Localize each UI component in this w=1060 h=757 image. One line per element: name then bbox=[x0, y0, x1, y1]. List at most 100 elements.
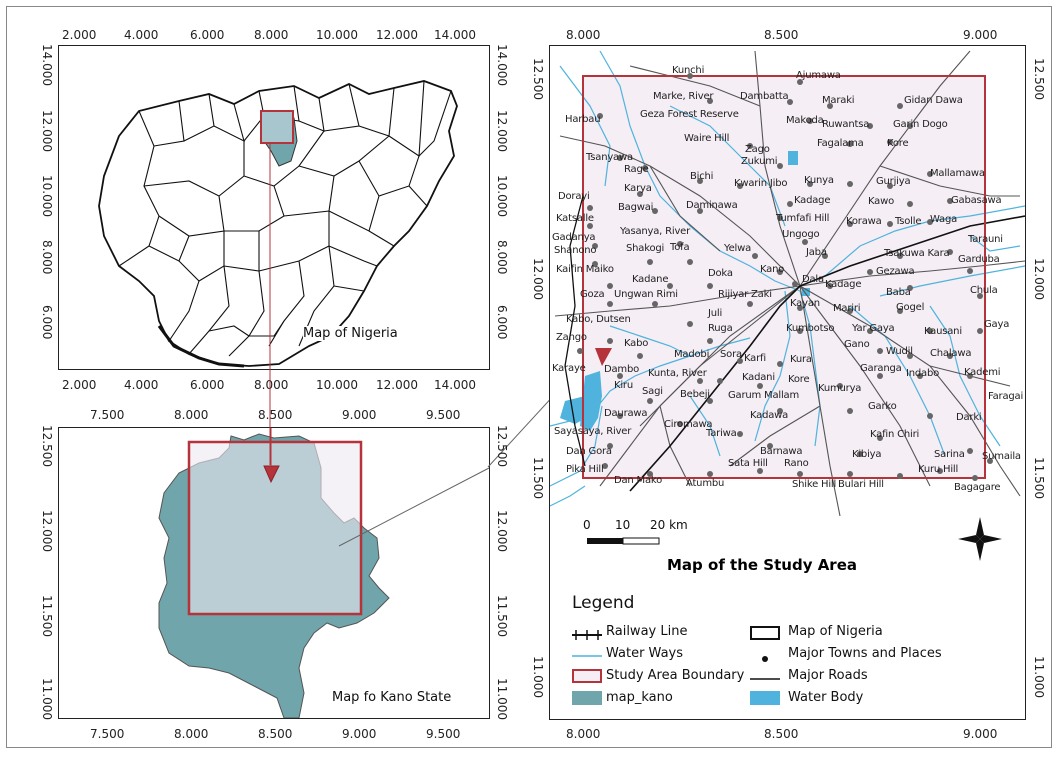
town-label: Yasanya, River bbox=[620, 226, 691, 237]
water-body-icon bbox=[750, 690, 780, 709]
town-label: Bagwai bbox=[618, 202, 654, 213]
town-label: Barnawa bbox=[760, 446, 803, 457]
nigeria-bottom-tick: 2.000 bbox=[62, 378, 97, 392]
town-label: Chula bbox=[970, 285, 998, 296]
town-points bbox=[577, 73, 993, 481]
town-label: Bebeji bbox=[680, 389, 710, 400]
town-label: Indabo bbox=[906, 368, 940, 379]
town-label: Garanga bbox=[860, 363, 902, 374]
town-label: Darki bbox=[956, 412, 982, 423]
study-bottom-tick: 8.500 bbox=[764, 727, 799, 741]
town-label: Sayasaya, River bbox=[554, 426, 632, 437]
town-label: Kafin Chiri bbox=[870, 429, 920, 440]
town-label: Kayan bbox=[790, 298, 820, 309]
town-label: Gidan Dawa bbox=[904, 95, 963, 106]
study-right-tick: 11.000 bbox=[1032, 656, 1046, 698]
town-label: Rage bbox=[624, 164, 649, 175]
town-label: Ciromawa bbox=[664, 419, 713, 430]
town-label: Gezawa bbox=[876, 266, 915, 277]
study-right-tick: 12.500 bbox=[1032, 58, 1046, 100]
nigeria-map-panel: Map of Nigeria bbox=[58, 45, 490, 370]
town-label: Kibiya bbox=[852, 449, 882, 460]
legend-item: Railway Line bbox=[606, 624, 688, 639]
legend-item: Water Body bbox=[788, 690, 864, 705]
study-area-panel: Kunchi Ajumawa Marke, River Dambatta Mar… bbox=[549, 45, 1026, 720]
town-label: Sumaila bbox=[982, 451, 1021, 462]
town-label: Kabo, Dutsen bbox=[566, 314, 631, 325]
town-label: Marke, River bbox=[653, 91, 714, 102]
town-label: Pika Hill bbox=[566, 464, 604, 475]
town-label: Dorayi bbox=[558, 191, 590, 202]
town-label: Bichi bbox=[690, 171, 714, 182]
kano-right-tick: 11.000 bbox=[495, 678, 509, 720]
study-top-tick: 9.000 bbox=[963, 28, 998, 42]
town-label: Jaba bbox=[806, 247, 827, 258]
study-right-tick: 11.500 bbox=[1032, 457, 1046, 499]
town-label: Geza Forest Reserve bbox=[640, 109, 739, 120]
town-label: Rijiyar Zaki bbox=[718, 289, 772, 300]
town-label: Garin Dogo bbox=[893, 119, 948, 130]
nigeria-outline bbox=[98, 80, 458, 367]
legend-item: Major Towns and Places bbox=[788, 646, 942, 661]
kano-bottom-tick: 8.000 bbox=[174, 727, 209, 741]
town-label: Kunya bbox=[804, 175, 834, 186]
town-label: Kore bbox=[887, 138, 909, 149]
legend-item: Map of Nigeria bbox=[788, 624, 883, 639]
town-label: Zango bbox=[556, 332, 587, 343]
town-label: Dambo bbox=[604, 364, 640, 375]
town-label: Kumbotso bbox=[786, 323, 835, 334]
water-ways bbox=[549, 50, 1026, 507]
study-left-tick: 12.500 bbox=[531, 58, 545, 100]
town-label: Faragai bbox=[988, 391, 1024, 402]
kano-left-tick: 11.000 bbox=[40, 678, 54, 720]
town-label: Sora bbox=[720, 349, 742, 360]
town-label: Kano bbox=[760, 264, 785, 275]
town-label: Kadani bbox=[742, 372, 775, 383]
kano-left-tick: 12.000 bbox=[40, 510, 54, 552]
town-label: Kumurya bbox=[818, 383, 862, 394]
map-kano-icon bbox=[572, 690, 602, 709]
nigeria-top-tick: 14.000 bbox=[434, 28, 476, 42]
town-label: Dambatta bbox=[740, 91, 789, 102]
town-label: Kura bbox=[790, 354, 812, 365]
nigeria-left-tick: 10.000 bbox=[40, 175, 54, 217]
kano-bottom-tick: 9.500 bbox=[426, 727, 461, 741]
town-label: Bagagare bbox=[954, 482, 1001, 493]
study-area-boundary bbox=[582, 75, 986, 479]
town-label: Chalawa bbox=[930, 348, 972, 359]
town-label: Dan Mako bbox=[614, 475, 663, 486]
kano-map-label: Map fo Kano State bbox=[332, 690, 452, 705]
town-label: Sata Hill bbox=[728, 458, 768, 469]
town-label: Waga bbox=[930, 214, 958, 225]
scale-label: 0 bbox=[583, 518, 591, 532]
study-top-tick: 8.500 bbox=[764, 28, 799, 42]
kano-top-tick: 9.000 bbox=[342, 408, 377, 422]
legend-title: Legend bbox=[572, 593, 635, 613]
railway-line bbox=[629, 215, 1026, 492]
town-label: Yar Gaya bbox=[852, 323, 895, 334]
town-label: Gogel bbox=[896, 302, 925, 313]
kano-left-tick: 12.500 bbox=[40, 425, 54, 467]
town-label: Ajumawa bbox=[796, 70, 841, 81]
town-label: Maraki bbox=[822, 95, 855, 106]
nigeria-top-tick: 8.000 bbox=[254, 28, 289, 42]
nigeria-right-tick: 6.000 bbox=[495, 305, 509, 340]
study-map-title: Map of the Study Area bbox=[667, 556, 857, 574]
town-label: Zago bbox=[745, 144, 770, 155]
town-label: Goza bbox=[580, 289, 605, 300]
legend-item: Study Area Boundary bbox=[606, 668, 745, 683]
nigeria-left-tick: 8.000 bbox=[40, 240, 54, 275]
town-label: Kadage bbox=[794, 195, 831, 206]
kano-map-panel: Map fo Kano State bbox=[58, 427, 490, 719]
study-bottom-tick: 9.000 bbox=[963, 727, 998, 741]
major-road-icon bbox=[750, 670, 780, 689]
kano-left-tick: 11.500 bbox=[40, 595, 54, 637]
town-label: Karaye bbox=[552, 363, 586, 374]
nigeria-bottom-tick: 8.000 bbox=[254, 378, 289, 392]
town-label: Kore bbox=[788, 374, 810, 385]
nigeria-left-tick: 14.000 bbox=[40, 44, 54, 86]
town-label: Kawo bbox=[868, 196, 895, 207]
town-label: Ungogo bbox=[782, 229, 820, 240]
study-area-fill bbox=[583, 76, 985, 478]
kano-top-tick: 7.500 bbox=[90, 408, 125, 422]
